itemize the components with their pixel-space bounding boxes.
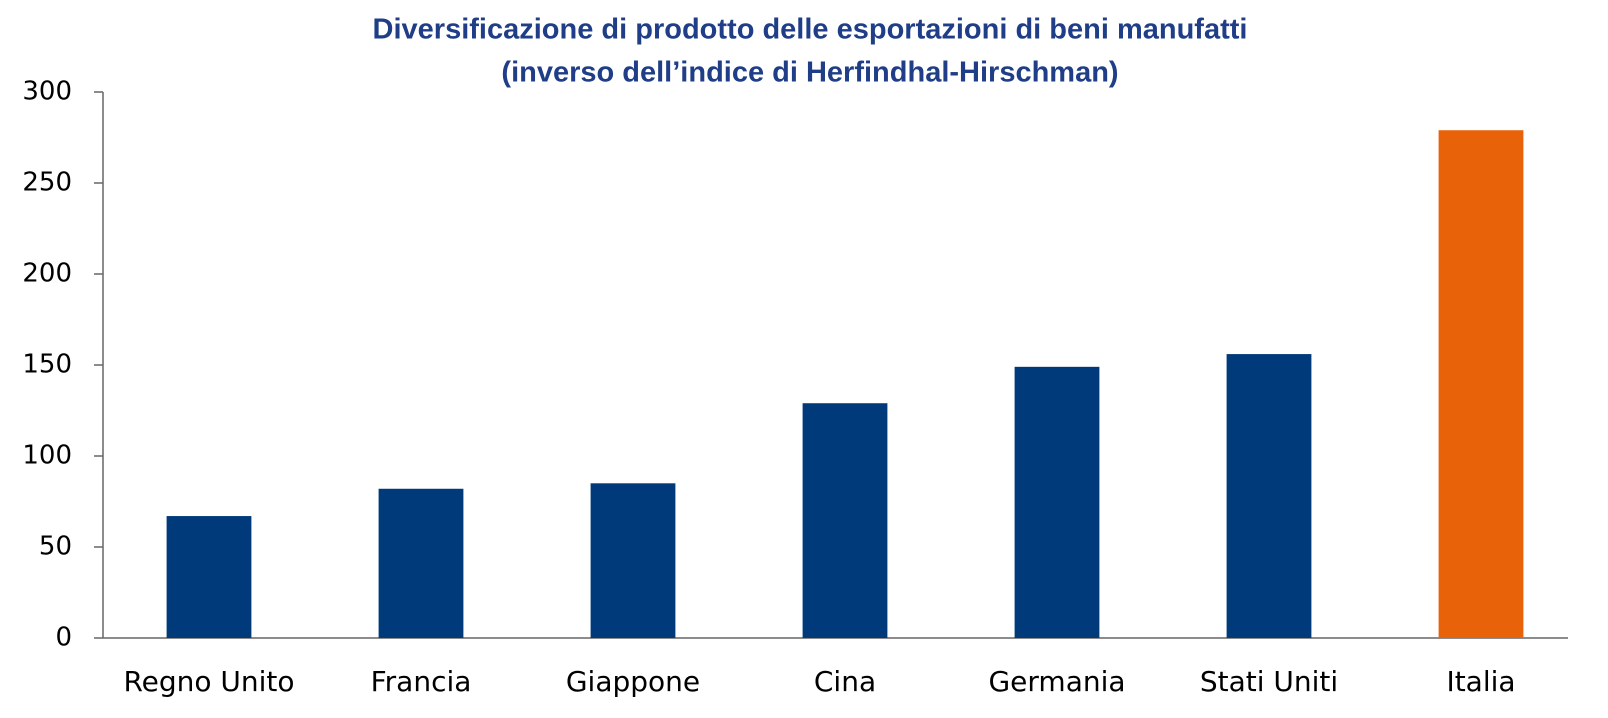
bar (378, 488, 464, 638)
chart-title: Diversificazione di prodotto delle espor… (373, 14, 1248, 46)
bar (590, 483, 676, 638)
y-tick-label: 300 (22, 77, 72, 107)
chart-subtitle: (inverso dell’indice di Herfindhal-Hirsc… (501, 57, 1118, 89)
x-tick-label: Giappone (566, 665, 700, 698)
y-tick-label: 150 (22, 350, 72, 380)
y-tick-label: 0 (55, 623, 72, 653)
bar (802, 403, 888, 638)
x-tick-label: Stati Uniti (1200, 665, 1338, 698)
y-tick-label: 100 (22, 441, 72, 471)
bar (166, 516, 252, 638)
x-tick-label: Francia (371, 665, 472, 698)
bar (1226, 354, 1312, 638)
bar (1438, 130, 1524, 638)
bar (1014, 366, 1100, 638)
x-tick-label: Germania (988, 665, 1125, 698)
x-tick-label: Regno Unito (123, 665, 294, 698)
x-tick-label: Cina (814, 665, 876, 698)
x-tick-label: Italia (1446, 665, 1515, 698)
y-tick-label: 250 (22, 168, 72, 198)
y-tick-label: 200 (22, 259, 72, 289)
y-tick-label: 50 (39, 532, 72, 562)
